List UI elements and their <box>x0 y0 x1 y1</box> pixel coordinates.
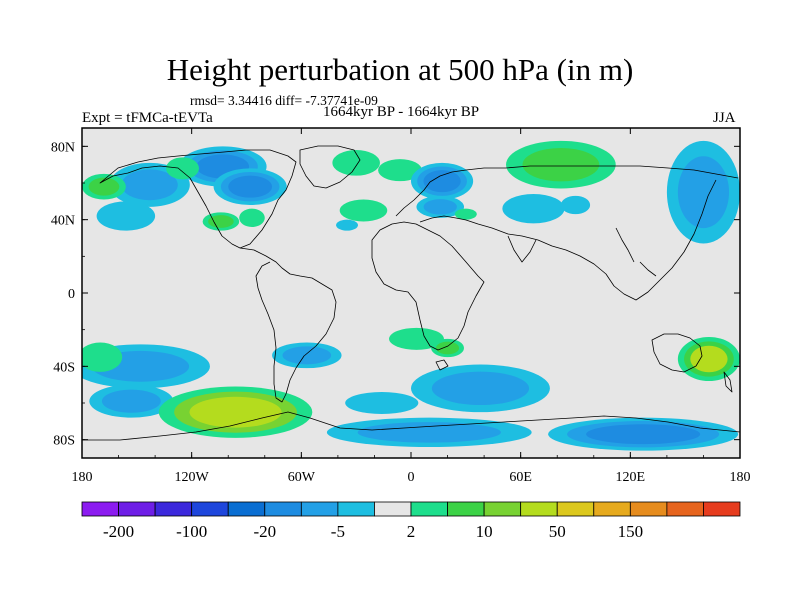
y-tick-label-0: 80N <box>51 140 75 155</box>
colorbar-label-3: -5 <box>331 522 345 541</box>
colorbar-label-7: 150 <box>618 522 644 541</box>
y-tick-label-4: 80S <box>53 434 75 449</box>
anomaly-region-27-level-0 <box>345 392 419 414</box>
season-label: JJA <box>713 110 736 126</box>
colorbar-box-4 <box>227 501 266 517</box>
colorbar-box-15 <box>629 501 668 517</box>
colorbar-label-2: -20 <box>253 522 276 541</box>
colorbar-box-8 <box>374 501 412 517</box>
anomaly-region-23-level-2 <box>189 396 282 428</box>
x-tick-label-4: 60E <box>509 470 532 485</box>
anomaly-region-30-level-2 <box>690 345 728 373</box>
colorbar-box-2 <box>154 501 193 517</box>
anomaly-region-24-level-0 <box>389 327 444 350</box>
anomaly-region-13-level-1 <box>423 199 457 215</box>
anomaly-region-3-level-1 <box>88 177 120 196</box>
x-tick-label-5: 120E <box>616 470 646 485</box>
anomaly-region-4-level-0 <box>96 201 156 231</box>
anomaly-region-2-level-2 <box>228 175 273 198</box>
anomaly-region-21-level-1 <box>101 389 161 413</box>
colorbar-box-9 <box>410 501 448 517</box>
anomaly-region-20-level-0 <box>82 342 123 372</box>
colorbar-label-6: 50 <box>549 522 566 541</box>
x-tick-label-0: 180 <box>72 470 93 485</box>
anomaly-region-16-level-0 <box>502 194 565 224</box>
anomaly-region-17-level-0 <box>560 195 591 215</box>
colorbar-box-16 <box>666 501 704 517</box>
colorbar-box-5 <box>264 501 302 517</box>
colorbar-label-5: 10 <box>476 522 493 541</box>
colorbar-box-14 <box>593 501 631 517</box>
anomaly-region-0-level-1 <box>121 169 178 201</box>
anomaly-region-15-level-1 <box>522 147 600 182</box>
anomaly-region-28-level-1 <box>357 422 501 443</box>
experiment-label: Expt = tFMCa-tEVTa <box>82 110 213 126</box>
colorbar-label-0: -200 <box>103 522 134 541</box>
anomaly-region-7-level-0 <box>239 208 265 227</box>
colorbar-box-12 <box>520 501 558 517</box>
anomaly-region-10-level-0 <box>339 199 388 222</box>
anomaly-region-18-level-1 <box>677 156 730 229</box>
stats-label: rmsd= 3.34416 diff= -7.37741e-09 <box>190 93 378 108</box>
anomaly-region-29-level-2 <box>586 424 701 445</box>
chart-title: Height perturbation at 500 hPa (in m) <box>166 52 634 87</box>
anomaly-field <box>82 140 740 451</box>
colorbar-box-1 <box>118 501 156 517</box>
anomaly-region-6-level-1 <box>208 215 234 228</box>
anomaly-region-22-level-1 <box>282 346 332 365</box>
anomaly-region-12-level-2 <box>423 170 461 193</box>
y-tick-label-1: 40N <box>51 214 75 229</box>
colorbar-box-13 <box>556 501 595 517</box>
anomaly-region-25-level-1 <box>436 341 460 355</box>
x-tick-label-3: 0 <box>408 470 415 485</box>
anomaly-region-8-level-0 <box>332 150 380 176</box>
colorbar: -200 -100 -20 -5 2 10 50 150 <box>81 501 741 541</box>
colorbar-box-3 <box>191 501 229 517</box>
y-tick-label-3: 40S <box>53 360 75 375</box>
coastlines <box>82 145 740 441</box>
x-tick-label-6: 180 <box>730 470 751 485</box>
colorbar-box-6 <box>300 501 339 517</box>
anomaly-region-9-level-0 <box>378 159 422 182</box>
anomaly-region-26-level-1 <box>431 371 530 406</box>
colorbar-label-1: -100 <box>176 522 207 541</box>
colorbar-box-7 <box>337 501 375 517</box>
anomaly-region-5-level-0 <box>166 157 199 180</box>
period-label: 1664kyr BP - 1664kyr BP <box>323 104 480 120</box>
colorbar-label-4: 2 <box>407 522 416 541</box>
anomaly-region-11-level-0 <box>336 219 358 231</box>
y-tick-label-2: 0 <box>68 287 75 302</box>
anomaly-region-14-level-0 <box>454 208 477 220</box>
colorbar-box-10 <box>447 501 485 517</box>
x-tick-label-1: 120W <box>175 470 210 485</box>
colorbar-box-11 <box>483 501 522 517</box>
x-tick-label-2: 60W <box>288 470 316 485</box>
colorbar-box-17 <box>703 501 741 517</box>
axes: 180 120W 60W 0 60E 120E 180 80N 40N 0 40S 80S <box>51 128 751 485</box>
colorbar-box-0 <box>81 501 119 517</box>
